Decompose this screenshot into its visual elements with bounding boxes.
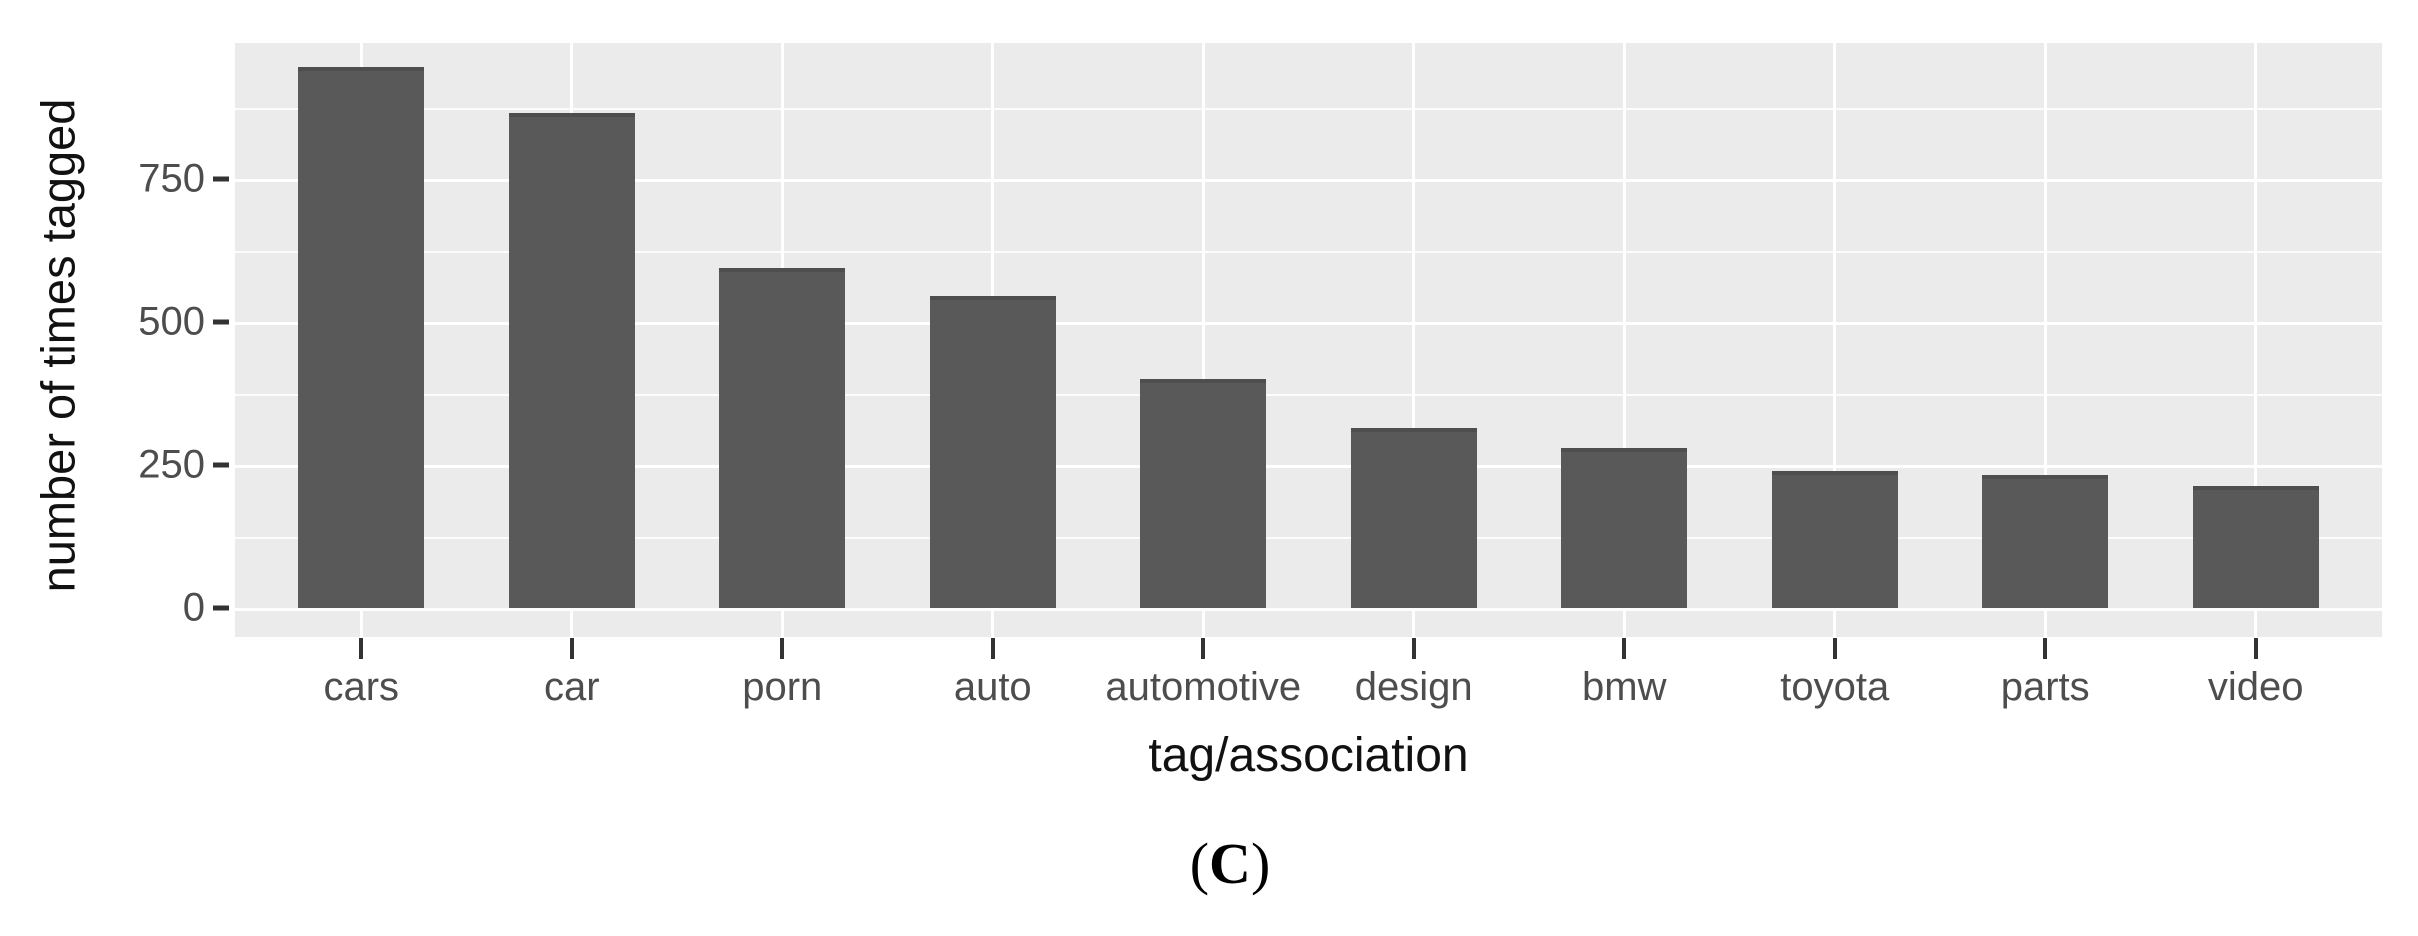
x-tick-mark-design (1411, 638, 1416, 659)
v-gridline-parts (2043, 43, 2047, 637)
bar-bmw (1561, 447, 1688, 608)
major-gridline-750 (235, 179, 2382, 182)
y-tick-label-250: 250 (138, 442, 205, 487)
bar-parts (1982, 474, 2109, 608)
minor-gridline-875 (235, 107, 2382, 110)
v-gridline-toyota (1833, 43, 1837, 637)
x-tick-mark-auto (990, 638, 995, 659)
x-tick-label-bmw: bmw (1582, 665, 1667, 709)
x-tick-mark-parts (2043, 638, 2048, 659)
bar-cars (298, 67, 425, 608)
caption-letter: C (1209, 831, 1251, 896)
v-gridline-automotive (1201, 43, 1205, 637)
x-tick-label-cars: cars (323, 665, 400, 709)
bar-automotive (1140, 379, 1267, 608)
y-tick-label-750: 750 (138, 156, 205, 201)
minor-gridline-125 (235, 536, 2382, 539)
x-tick-mark-bmw (1622, 638, 1627, 659)
y-tick-mark-500 (213, 319, 229, 325)
major-gridline-0 (235, 608, 2382, 611)
bar-auto (929, 296, 1056, 608)
v-gridline-bmw (1622, 43, 1626, 637)
y-tick-mark-250 (213, 462, 229, 468)
x-tick-mark-automotive (1201, 638, 1206, 659)
y-tick-label-0: 0 (182, 585, 205, 630)
x-tick-mark-toyota (1832, 638, 1837, 659)
major-gridline-250 (235, 465, 2382, 468)
y-axis-title: number of times tagged (31, 98, 85, 593)
major-gridline-500 (235, 322, 2382, 325)
bar-car (508, 113, 635, 608)
x-tick-label-parts: parts (2000, 665, 2090, 709)
x-tick-mark-porn (780, 638, 785, 659)
caption-close-paren: ) (1250, 831, 1271, 896)
x-tick-mark-cars (359, 638, 364, 659)
x-tick-label-design: design (1354, 665, 1473, 709)
minor-gridline-375 (235, 393, 2382, 396)
x-tick-label-porn: porn (742, 665, 823, 709)
bar-toyota (1771, 470, 1898, 608)
x-tick-label-toyota: toyota (1780, 665, 1890, 709)
plot-panel (235, 43, 2382, 637)
x-tick-label-automotive: automotive (1105, 665, 1302, 709)
v-gridline-design (1412, 43, 1416, 637)
y-tick-label-500: 500 (138, 299, 205, 344)
x-axis-title: tag/association (1148, 729, 1469, 782)
x-tick-mark-car (569, 638, 574, 659)
x-tick-mark-video (2253, 638, 2258, 659)
bar-video (2192, 485, 2319, 608)
figure-caption: (C) (0, 830, 2418, 897)
x-tick-label-auto: auto (953, 665, 1032, 709)
bar-design (1350, 427, 1477, 608)
x-tick-label-car: car (543, 665, 600, 709)
minor-gridline-625 (235, 250, 2382, 253)
caption-open-paren: ( (1189, 831, 1210, 896)
y-tick-mark-0 (213, 605, 229, 611)
x-tick-label-video: video (2207, 665, 2304, 709)
bar-porn (719, 267, 846, 608)
v-gridline-video (2254, 43, 2258, 637)
y-tick-mark-750 (213, 176, 229, 182)
